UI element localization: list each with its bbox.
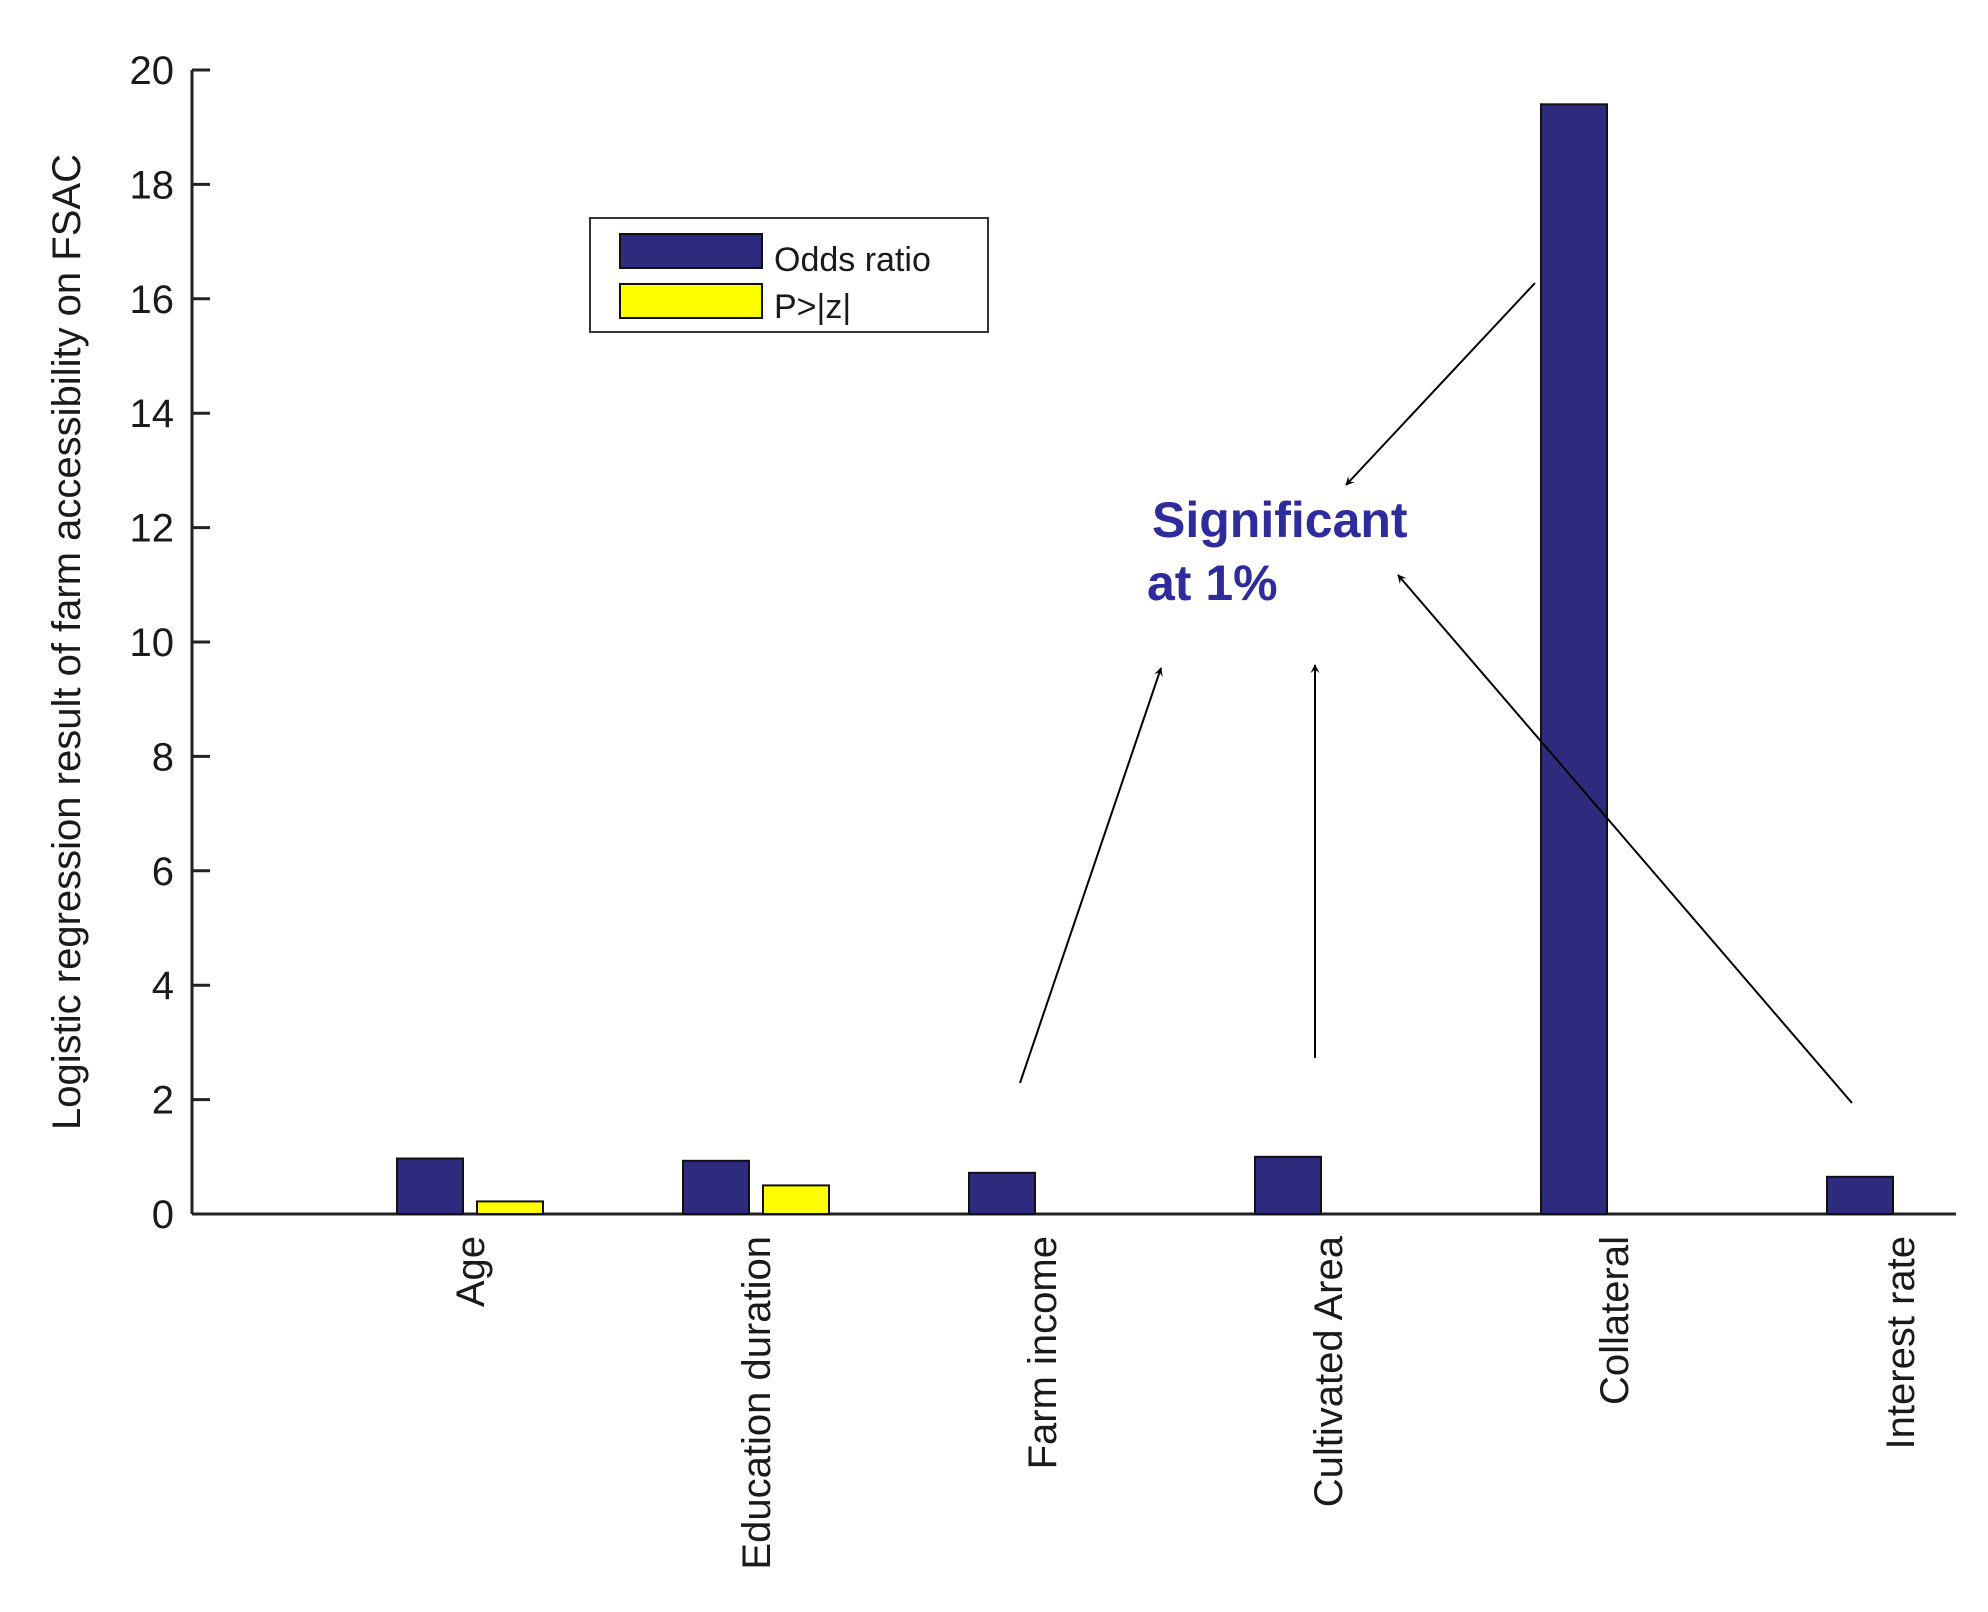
category-label: Education duration (735, 1236, 779, 1570)
bar-odds-ratio (1826, 1175, 1894, 1215)
bar-odds-ratio (1254, 1155, 1322, 1216)
bar-odds-ratio (968, 1171, 1036, 1216)
legend-swatch-odds-ratio (619, 233, 763, 269)
y-axis: 0 2 4 6 8 10 12 14 16 18 20 (130, 49, 1956, 1237)
bar-odds-ratio (1540, 103, 1608, 1216)
significance-annotation: Significant at 1% (1019, 282, 1853, 1104)
annotation-line-1: Significant (1152, 492, 1408, 548)
y-tick-label: 10 (130, 621, 175, 665)
y-tick-label: 14 (130, 392, 175, 436)
y-tick-label: 20 (130, 49, 175, 93)
y-tick-label: 12 (130, 507, 175, 551)
category-label: Cultivated Area (1307, 1235, 1351, 1507)
legend-swatch-p-value (619, 283, 763, 319)
y-tick-label: 2 (152, 1079, 174, 1123)
arrow-from-collateral (1345, 282, 1536, 486)
legend-label-odds-ratio: Odds ratio (774, 241, 931, 279)
y-tick-label: 8 (152, 735, 174, 779)
y-tick-label: 0 (152, 1193, 174, 1237)
bar-p-value (762, 1184, 830, 1216)
bar-odds-ratio (682, 1159, 750, 1215)
y-axis-title: Logistic regression result of farm acces… (45, 154, 89, 1130)
y-tick-label: 16 (130, 278, 175, 322)
arrow-from-interest-rate (1397, 574, 1853, 1104)
category-label: Collateral (1593, 1236, 1637, 1405)
y-tick-label: 18 (130, 163, 175, 207)
y-tick-label: 4 (152, 964, 174, 1008)
legend-label-p-value: P>|z| (774, 288, 851, 326)
category-label: Age (449, 1236, 493, 1307)
bars (396, 103, 1894, 1216)
y-tick-label: 6 (152, 850, 174, 894)
bar-p-value (476, 1200, 544, 1216)
legend: Odds ratio P>|z| (589, 217, 989, 333)
category-label: Interest rate (1879, 1236, 1923, 1449)
bar-odds-ratio (396, 1157, 464, 1215)
category-label: Farm income (1021, 1236, 1065, 1469)
annotation-line-2: at 1% (1147, 555, 1278, 611)
arrow-from-farm-income (1019, 667, 1163, 1084)
x-axis-category-labels: Age Education duration Farm income Cultivat… (449, 1235, 1923, 1569)
